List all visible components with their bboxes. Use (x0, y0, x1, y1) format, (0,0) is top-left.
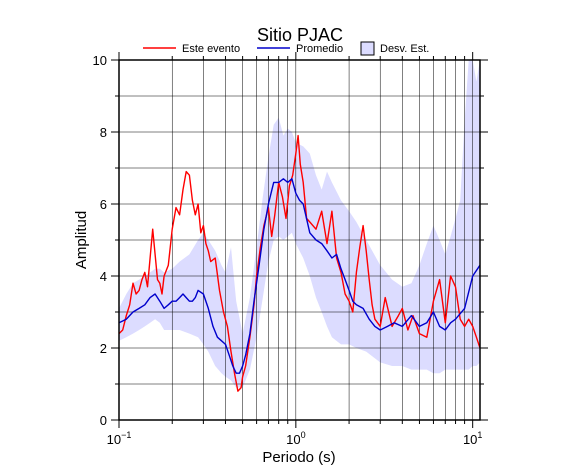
std-dev-band-layer (119, 60, 480, 388)
y-tick-label: 8 (100, 125, 107, 140)
legend-item-desv-est-: Desv. Est. (360, 41, 429, 56)
y-tick-label: 10 (93, 53, 107, 68)
legend-item-promedio: Promedio (257, 43, 343, 55)
axis-ticks: 0 2 4 6 8 10 10−1 100 101 (93, 52, 488, 447)
chart-legend: Este evento Promedio Desv. Est. (143, 41, 429, 56)
y-axis-label: Amplitud (73, 211, 90, 269)
legend-label: Promedio (296, 43, 343, 55)
y-tick-label: 2 (100, 341, 107, 356)
x-tick-label: 100 (286, 430, 305, 447)
x-tick-label: 101 (463, 430, 482, 447)
std-dev-band (119, 60, 480, 388)
x-axis-label: Periodo (s) (262, 449, 335, 466)
legend-label: Este evento (182, 43, 240, 55)
x-tick-label: 10−1 (107, 430, 132, 447)
series-lines (119, 134, 480, 392)
legend-label: Desv. Est. (380, 43, 429, 55)
series-line-promedio (119, 178, 480, 374)
series-line-este-evento (119, 134, 480, 392)
y-tick-label: 4 (100, 269, 107, 284)
chart-title: Sitio PJAC (257, 25, 343, 45)
y-tick-label: 6 (100, 197, 107, 212)
legend-swatch (360, 41, 375, 56)
legend-item-este-evento: Este evento (143, 43, 240, 55)
y-tick-label: 0 (100, 413, 107, 428)
